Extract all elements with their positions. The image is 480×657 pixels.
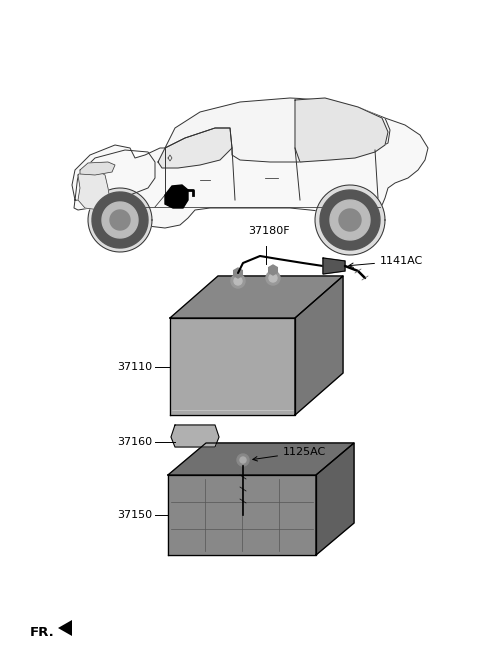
Polygon shape <box>78 170 110 210</box>
Polygon shape <box>102 202 138 238</box>
Circle shape <box>237 454 249 466</box>
Polygon shape <box>316 443 354 555</box>
Polygon shape <box>170 318 295 415</box>
Polygon shape <box>72 110 428 228</box>
Text: 37110: 37110 <box>117 362 152 372</box>
Text: 1125AC: 1125AC <box>253 447 326 461</box>
Polygon shape <box>158 128 232 168</box>
Polygon shape <box>110 210 130 230</box>
Circle shape <box>269 274 277 282</box>
Polygon shape <box>330 200 370 240</box>
Polygon shape <box>165 185 188 208</box>
Circle shape <box>240 457 246 463</box>
Polygon shape <box>58 620 72 636</box>
Text: 37180F: 37180F <box>248 226 289 236</box>
Polygon shape <box>168 475 316 555</box>
Polygon shape <box>323 258 345 274</box>
Polygon shape <box>88 188 152 252</box>
Text: 37160: 37160 <box>117 437 152 447</box>
Text: 1141AC: 1141AC <box>349 256 423 267</box>
Polygon shape <box>165 98 390 162</box>
Text: 37150: 37150 <box>117 510 152 520</box>
Polygon shape <box>295 98 388 162</box>
Polygon shape <box>170 276 343 318</box>
Polygon shape <box>92 192 148 248</box>
Polygon shape <box>168 443 354 475</box>
Text: FR.: FR. <box>30 625 55 639</box>
Polygon shape <box>171 425 219 447</box>
Polygon shape <box>315 185 385 255</box>
Circle shape <box>234 277 242 285</box>
Circle shape <box>231 274 245 288</box>
Polygon shape <box>295 276 343 415</box>
Polygon shape <box>80 162 115 175</box>
Circle shape <box>266 271 280 285</box>
Polygon shape <box>339 209 361 231</box>
Polygon shape <box>320 190 380 250</box>
